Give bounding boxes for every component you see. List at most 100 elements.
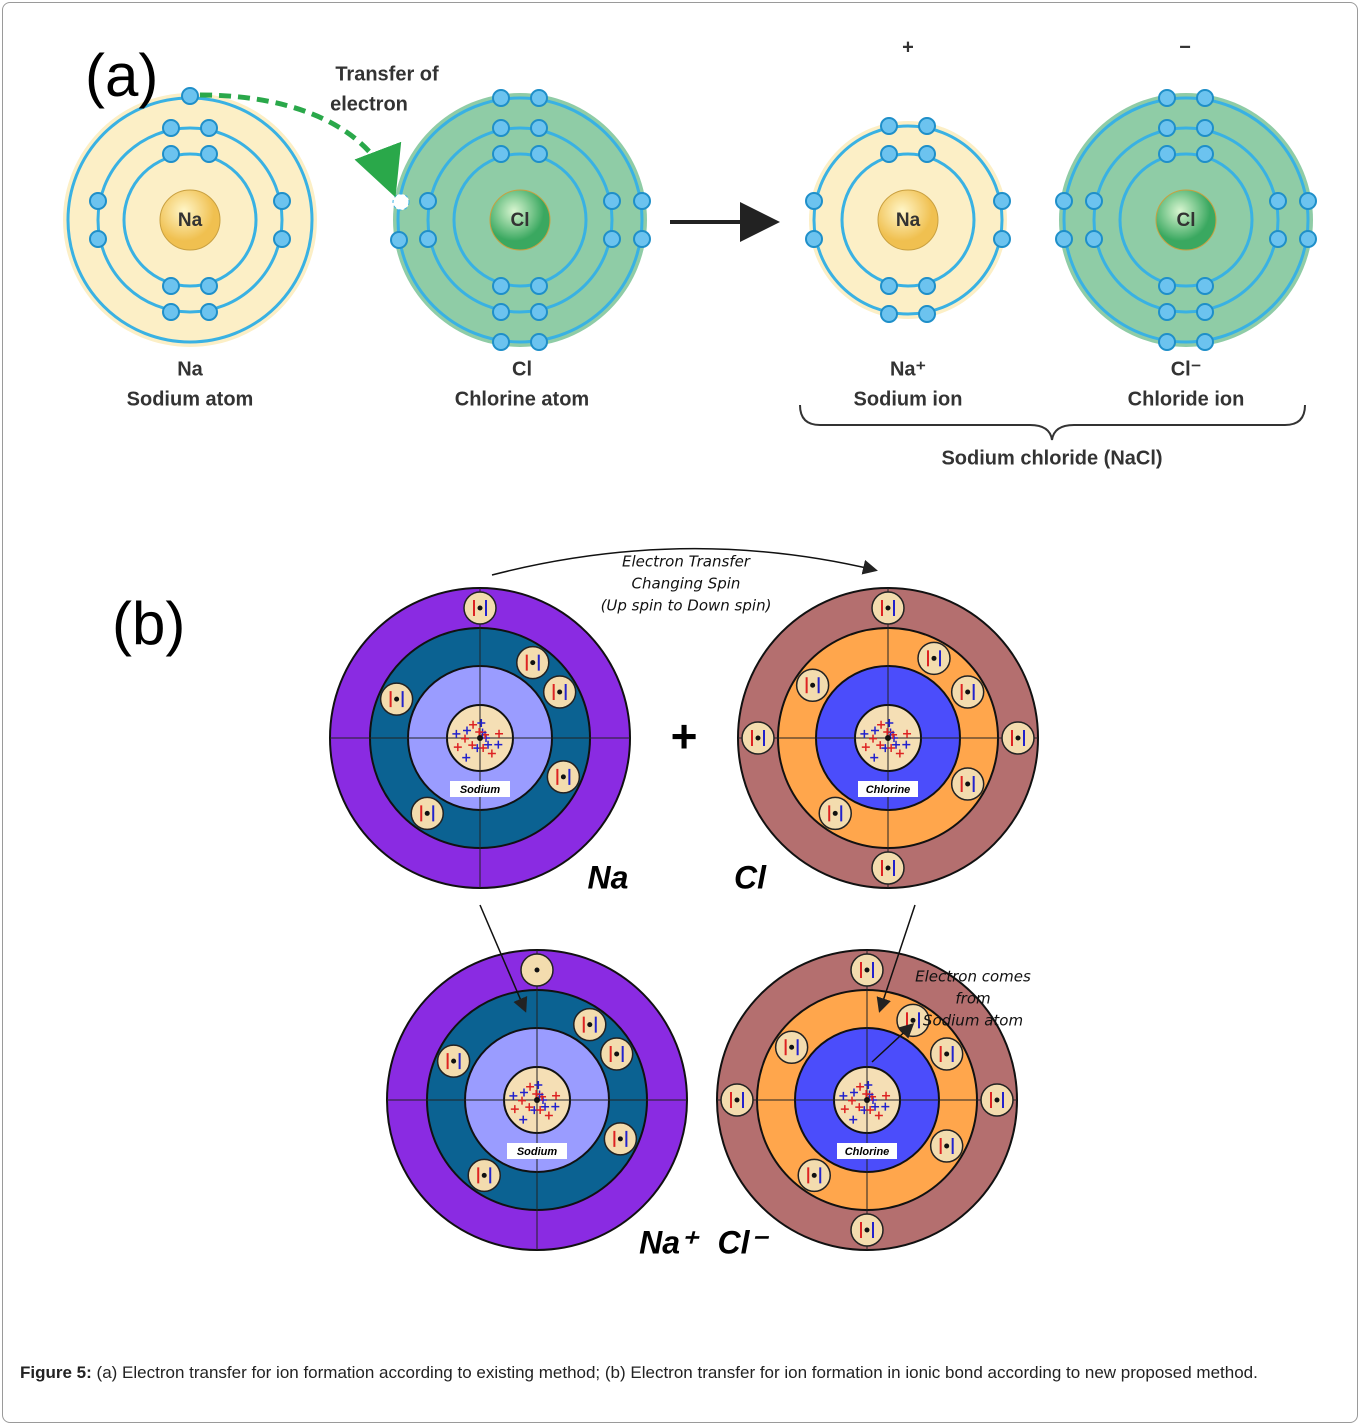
electron — [1159, 304, 1175, 320]
electron-note: from — [955, 990, 990, 1008]
token-dot — [535, 968, 540, 973]
electron — [994, 193, 1010, 209]
token-dot — [865, 968, 870, 973]
token-dot — [965, 690, 970, 695]
token-dot — [911, 1018, 916, 1023]
atom-name: Chlorine — [845, 1146, 890, 1158]
electron — [493, 146, 509, 162]
electron — [634, 193, 650, 209]
electron — [493, 278, 509, 294]
token-dot — [965, 782, 970, 787]
electron — [1159, 90, 1175, 106]
electron — [182, 88, 198, 104]
electron — [201, 146, 217, 162]
token-dot — [833, 811, 838, 816]
token-dot — [478, 606, 483, 611]
token-dot — [886, 866, 891, 871]
electron — [201, 278, 217, 294]
panel-label: (b) — [112, 590, 185, 657]
token-dot — [482, 1173, 487, 1178]
electron — [1197, 334, 1213, 350]
atom-symbol: Na — [588, 859, 629, 895]
transfer-note: Changing Spin — [632, 575, 741, 593]
electron — [90, 231, 106, 247]
atom-symbol: Cl⁻ — [718, 1224, 770, 1260]
transfer-note: Electron Transfer — [622, 553, 751, 571]
electron — [1270, 193, 1286, 209]
electron — [163, 146, 179, 162]
figure: NaClNaClSodiumChlorineSodiumChlorine (a)… — [0, 0, 1362, 1350]
electron — [531, 334, 547, 350]
token-dot — [394, 697, 399, 702]
electron — [1159, 334, 1175, 350]
electron — [1197, 120, 1213, 136]
electron — [1159, 146, 1175, 162]
electron — [90, 193, 106, 209]
plus-sign: + — [671, 710, 698, 762]
token-dot — [425, 811, 430, 816]
transfer-label: Transfer of — [335, 63, 439, 85]
electron — [919, 306, 935, 322]
electron — [1300, 193, 1316, 209]
electron — [531, 90, 547, 106]
atom-name: Chloride ion — [1128, 388, 1245, 410]
token-dot — [735, 1098, 740, 1103]
token-dot — [530, 660, 535, 665]
charge: − — [1179, 36, 1191, 58]
token-dot — [886, 606, 891, 611]
electron — [1159, 278, 1175, 294]
electron — [163, 304, 179, 320]
electron — [531, 146, 547, 162]
token-dot — [789, 1045, 794, 1050]
nucleus-center — [885, 735, 891, 741]
electron — [1086, 231, 1102, 247]
atom-symbol: Na⁺ — [890, 358, 926, 380]
atom-symbol: Cl⁻ — [1171, 358, 1202, 380]
electron — [531, 304, 547, 320]
token-dot — [614, 1052, 619, 1057]
electron — [919, 278, 935, 294]
electron — [1056, 231, 1072, 247]
electron — [163, 120, 179, 136]
electron — [1197, 146, 1213, 162]
vacancy — [393, 194, 409, 210]
electron-note: Electron comes — [915, 968, 1031, 986]
electron — [919, 146, 935, 162]
electron — [274, 231, 290, 247]
panel-label: (a) — [85, 42, 158, 109]
token-dot — [932, 656, 937, 661]
electron — [919, 118, 935, 134]
nucleus-label: Cl — [511, 210, 530, 231]
electron — [420, 193, 436, 209]
electron — [531, 120, 547, 136]
electron — [493, 304, 509, 320]
electron — [1197, 278, 1213, 294]
token-dot — [865, 1228, 870, 1233]
caption: Figure 5: (a) Electron transfer for ion … — [20, 1360, 1340, 1385]
token-dot — [587, 1022, 592, 1027]
electron — [493, 90, 509, 106]
electron — [531, 278, 547, 294]
electron-note: Sodium atom — [923, 1012, 1023, 1030]
token-dot — [944, 1144, 949, 1149]
token-dot — [812, 1173, 817, 1178]
electron — [881, 146, 897, 162]
atom-name: Sodium atom — [127, 388, 254, 410]
transfer-label: electron — [330, 93, 408, 115]
atom-name: Chlorine — [866, 784, 911, 796]
electron — [604, 193, 620, 209]
token-dot — [618, 1136, 623, 1141]
nucleus-center — [534, 1097, 540, 1103]
token-dot — [810, 683, 815, 688]
electron — [420, 231, 436, 247]
atom-symbol: Cl — [512, 358, 532, 380]
atom-name: Sodium ion — [854, 388, 963, 410]
token-dot — [1016, 736, 1021, 741]
atom-name: Sodium — [517, 1146, 558, 1158]
nucleus-label: Cl — [1177, 210, 1196, 231]
nucleus-label: Na — [896, 210, 921, 231]
electron — [274, 193, 290, 209]
caption-label: Figure 5: — [20, 1363, 92, 1382]
electron — [1056, 193, 1072, 209]
electron — [1270, 231, 1286, 247]
